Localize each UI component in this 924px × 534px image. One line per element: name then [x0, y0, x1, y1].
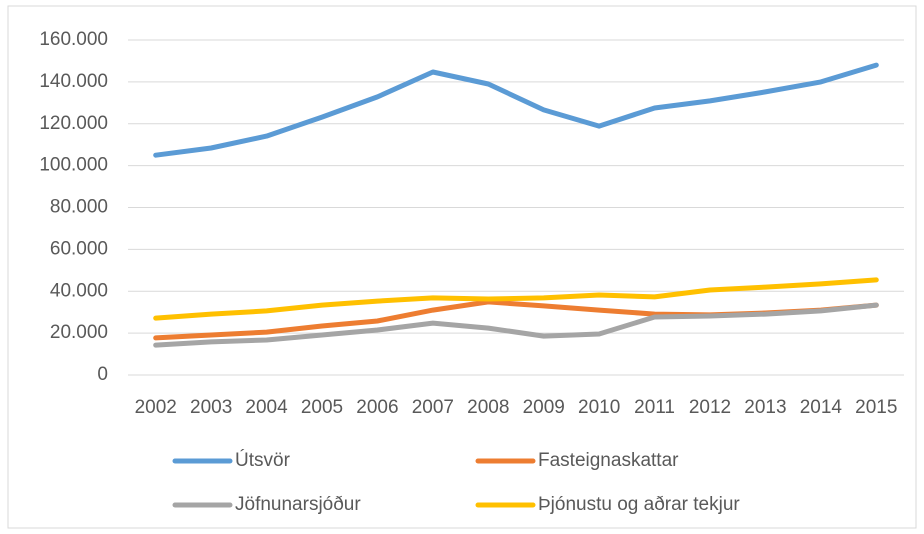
- x-tick-label: 2007: [412, 397, 454, 418]
- y-tick-label: 80.000: [50, 197, 108, 218]
- y-tick-label: 140.000: [39, 71, 108, 92]
- x-tick-label: 2010: [578, 397, 620, 418]
- legend-label: Þjónustu og aðrar tekjur: [538, 494, 740, 515]
- y-tick-label: 100.000: [39, 155, 108, 176]
- legend-label: Útsvör: [235, 449, 291, 471]
- x-tick-label: 2014: [800, 397, 843, 418]
- x-tick-label: 2006: [356, 397, 398, 418]
- x-tick-label: 2003: [190, 397, 232, 418]
- y-tick-label: 40.000: [50, 280, 108, 301]
- y-tick-label: 160.000: [39, 29, 108, 50]
- chart-frame: [7, 5, 917, 529]
- line-series: [153, 62, 879, 158]
- y-tick-label: 20.000: [50, 322, 108, 343]
- x-tick-label: 2004: [245, 397, 288, 418]
- x-tick-label: 2005: [301, 397, 343, 418]
- x-tick-label: 2009: [523, 397, 565, 418]
- x-tick-label: 2015: [855, 397, 897, 418]
- legend-label: Fasteignaskattar: [538, 450, 679, 471]
- legend-label: Jöfnunarsjóður: [235, 494, 361, 515]
- y-tick-label: 60.000: [50, 238, 108, 259]
- x-tick-label: 2008: [467, 397, 509, 418]
- line-series: [153, 277, 879, 321]
- x-tick-label: 2011: [634, 397, 675, 418]
- y-tick-label: 0: [97, 364, 108, 385]
- line-series: [153, 302, 879, 348]
- x-tick-label: 2013: [744, 397, 786, 418]
- y-tick-label: 120.000: [39, 113, 108, 134]
- x-tick-label: 2002: [135, 397, 177, 418]
- x-tick-label: 2012: [689, 397, 731, 418]
